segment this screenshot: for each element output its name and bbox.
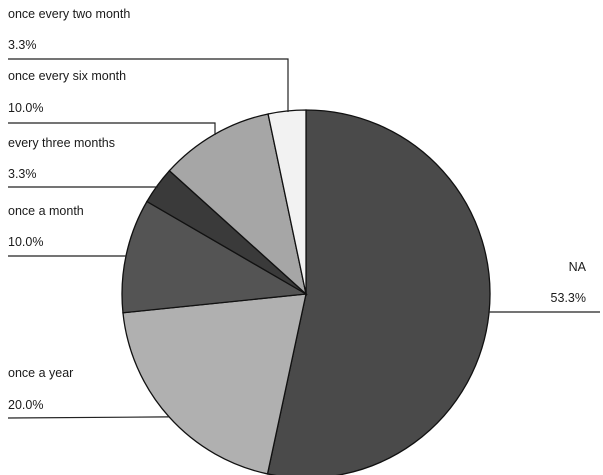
slice-value-na: 53.3% [551,291,586,305]
slice-label-once-every-six-month: once every six month [8,69,126,83]
pie-slice-once-a-year [122,293,307,475]
slice-value-once-a-year: 20.0% [8,398,43,412]
pie-slice-once-every-two-month [267,109,307,295]
leader-line-every-three-months [8,185,158,188]
pie-slice-na [266,109,491,475]
slice-label-once-a-month: once a month [8,204,84,218]
slice-value-once-a-month: 10.0% [8,235,43,249]
pie-slice-once-every-six-month [168,113,308,296]
slice-label-every-three-months: every three months [8,136,115,150]
leader-line-once-a-year [7,416,170,419]
pie-slice-once-a-month [121,200,309,314]
slice-label-na: NA [569,260,587,274]
slice-value-once-every-two-month: 3.3% [8,38,37,52]
slice-value-every-three-months: 3.3% [8,167,37,181]
leader-line-once-every-six-month [8,122,216,135]
slice-label-once-every-two-month: once every two month [8,7,130,21]
leader-line-once-every-two-month [8,58,289,112]
leader-lines [7,58,600,419]
slice-label-once-a-year: once a year [8,366,73,380]
pie-slices [121,109,491,475]
slice-value-once-every-six-month: 10.0% [8,101,43,115]
